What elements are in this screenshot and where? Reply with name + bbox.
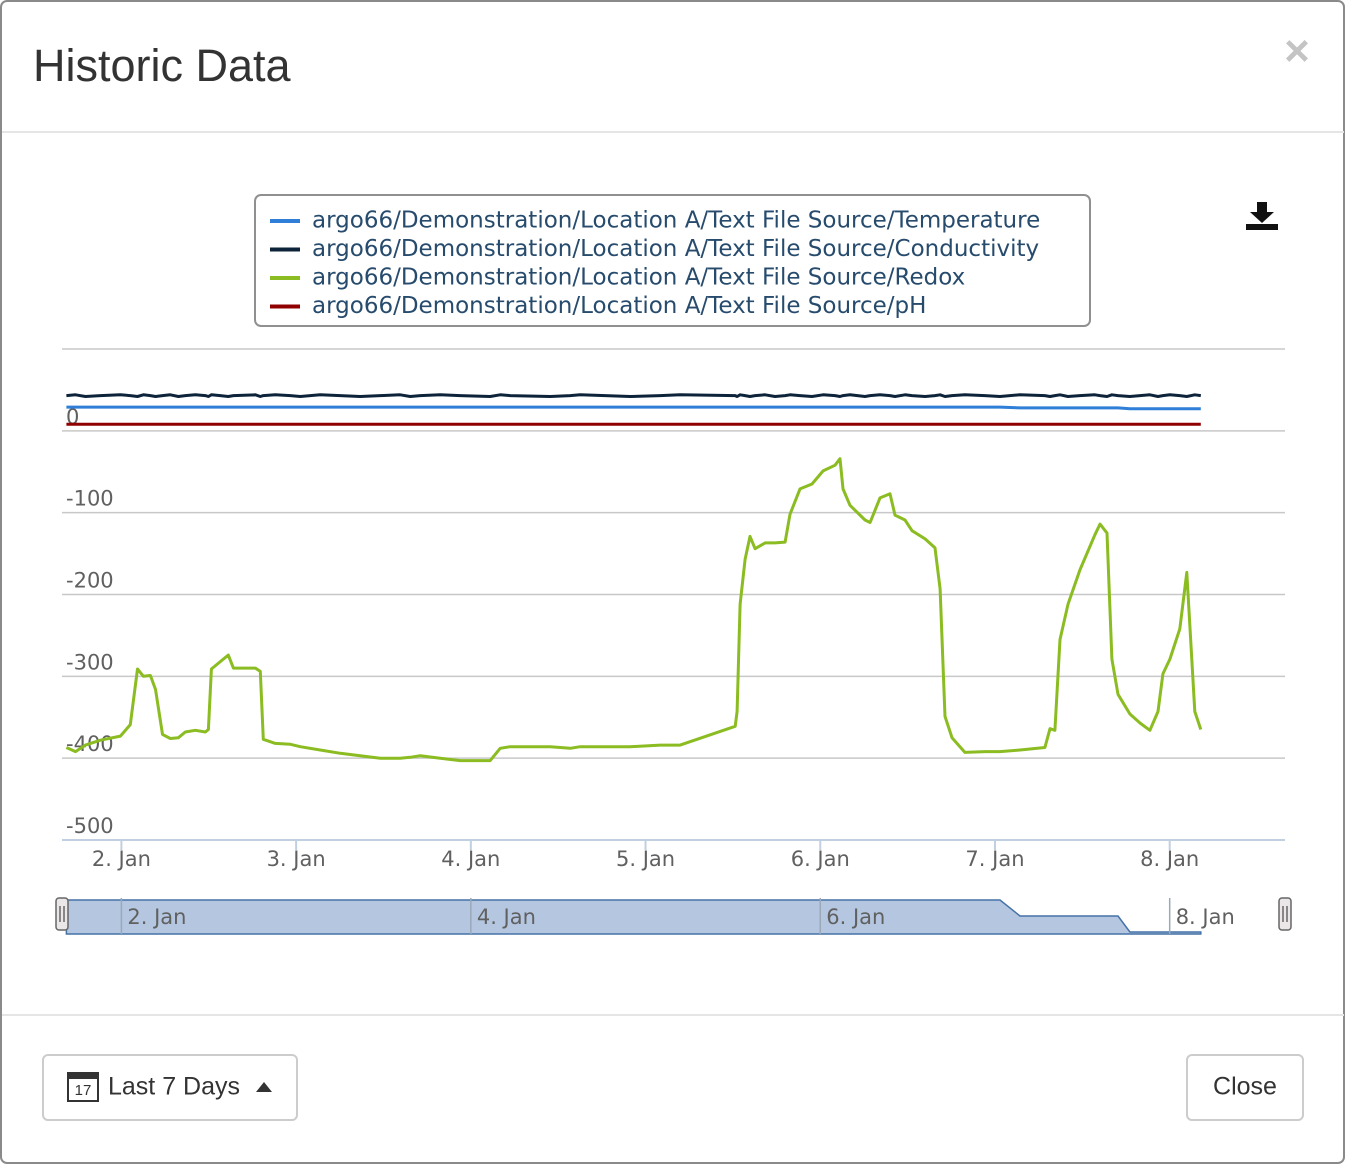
navigator-area [65, 899, 1202, 935]
navigator-tick-label: 4. Jan [477, 905, 536, 929]
close-button[interactable]: Close [1186, 1054, 1304, 1121]
modal-title: Historic Data [33, 40, 292, 91]
series-line [66, 405, 1201, 411]
legend-label: argo66/Demonstration/Location A/Text Fil… [312, 208, 1040, 234]
close-button-label[interactable]: Close [1213, 1073, 1277, 1101]
navigator-tick-label: 8. Jan [1176, 905, 1235, 929]
range-button-label[interactable]: Last 7 Days [108, 1073, 240, 1101]
range-button[interactable]: 17 Last 7 Days [42, 1054, 298, 1121]
y-tick-label: -100 [66, 487, 114, 511]
legend-label: argo66/Demonstration/Location A/Text Fil… [312, 293, 926, 319]
y-tick-label: -200 [66, 569, 114, 593]
download-icon-arrow [1250, 212, 1274, 223]
x-tick-label: 6. Jan [791, 847, 850, 871]
download-icon-stem [1257, 202, 1267, 213]
close-icon[interactable]: × [1284, 27, 1310, 76]
caret-icon [256, 1082, 272, 1092]
y-tick-label: -300 [66, 650, 114, 674]
calendar-icon-top [68, 1073, 98, 1079]
navigator-handle[interactable] [55, 897, 69, 931]
download-icon-base [1246, 224, 1278, 230]
calendar-day: 17 [75, 1082, 92, 1099]
legend-box [254, 194, 1091, 327]
x-tick-label: 3. Jan [267, 847, 326, 871]
download-icon[interactable] [1246, 202, 1278, 230]
x-tick-label: 4. Jan [441, 847, 500, 871]
range-button-frame[interactable] [42, 1054, 298, 1121]
navigator-handle[interactable] [1278, 897, 1292, 931]
series-line [66, 393, 1201, 398]
x-tick-label: 7. Jan [965, 847, 1024, 871]
x-tick-label: 8. Jan [1140, 847, 1199, 871]
navigator-tick-label: 2. Jan [127, 905, 186, 929]
series-line [65, 457, 1203, 763]
navigator-tick-label: 6. Jan [826, 905, 885, 929]
legend-label: argo66/Demonstration/Location A/Text Fil… [312, 265, 965, 291]
x-tick-label: 5. Jan [616, 847, 675, 871]
x-tick-label: 2. Jan [92, 847, 151, 871]
legend-label: argo66/Demonstration/Location A/Text Fil… [312, 236, 1039, 262]
close-button-frame[interactable] [1186, 1054, 1304, 1121]
y-tick-label: -500 [66, 814, 114, 838]
